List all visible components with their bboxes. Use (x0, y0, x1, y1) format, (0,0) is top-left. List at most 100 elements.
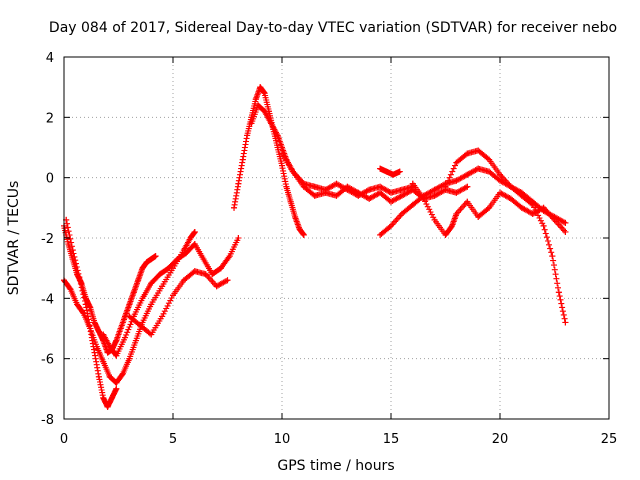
data-point (453, 189, 460, 196)
data-point (156, 271, 163, 278)
y-axis-label: SDTVAR / TECUs (6, 181, 22, 296)
data-point (82, 301, 89, 308)
data-point (69, 247, 76, 254)
data-point (409, 201, 416, 208)
data-point (104, 403, 111, 410)
data-point (148, 280, 155, 287)
data-point (398, 192, 405, 199)
data-point (165, 265, 172, 272)
data-point (252, 96, 259, 103)
x-tick-label: 0 (60, 432, 68, 447)
data-point (464, 171, 471, 178)
data-point (377, 183, 384, 190)
data-point (518, 204, 525, 211)
data-point (497, 189, 503, 196)
data-point (409, 180, 416, 187)
data-point (464, 198, 471, 205)
series-arc-4 (100, 235, 242, 359)
data-point (213, 283, 220, 290)
x-axis-label: GPS time / hours (277, 458, 394, 474)
data-point (191, 268, 198, 275)
data-point (289, 168, 296, 175)
data-point (257, 84, 264, 91)
y-tick-label: -8 (41, 413, 54, 428)
data-point (183, 250, 190, 257)
data-point (143, 259, 150, 266)
data-point (126, 301, 133, 308)
data-point (390, 171, 397, 178)
data-point (540, 222, 547, 229)
data-point (475, 147, 482, 154)
y-tick-labels: -8 -6 -4 -2 0 2 4 (41, 51, 54, 428)
plus-markers (61, 222, 159, 356)
data-point (464, 183, 471, 190)
data-point (377, 189, 384, 196)
data-point (113, 379, 120, 386)
plus-markers (100, 235, 242, 359)
data-point (91, 319, 98, 326)
data-point (300, 231, 307, 238)
x-tick-labels: 0 5 10 15 20 25 (60, 432, 617, 447)
series-arc-3 (63, 216, 120, 410)
data-point (117, 325, 124, 332)
data-point (549, 253, 556, 260)
data-point (95, 373, 102, 380)
y-tick-label: -6 (41, 353, 54, 368)
data-point (132, 337, 139, 344)
x-tick-label: 10 (274, 432, 291, 447)
y-tick-label: 0 (46, 172, 54, 187)
series-arc-9 (377, 165, 569, 238)
data-point (235, 180, 242, 187)
data-point (91, 349, 98, 356)
series-arc-6 (231, 84, 307, 238)
series-arc-7 (248, 102, 416, 199)
data-point (87, 325, 94, 332)
data-point (148, 301, 155, 308)
data-point (388, 198, 394, 205)
series-arc-11 (442, 147, 569, 326)
x-tick-label: 20 (492, 432, 509, 447)
data-series (61, 84, 569, 410)
data-point (296, 225, 303, 232)
data-point (231, 204, 238, 211)
chart-title: Day 084 of 2017, Sidereal Day-to-day VTE… (49, 20, 617, 36)
data-point (507, 183, 514, 190)
data-point (152, 253, 159, 260)
data-point (268, 120, 275, 127)
data-point (226, 253, 233, 260)
y-tick-label: 2 (46, 111, 54, 126)
data-point (100, 394, 107, 401)
data-point (475, 213, 482, 220)
data-point (148, 256, 155, 263)
series-arc-5 (126, 268, 231, 338)
data-point (122, 334, 129, 341)
data-point (224, 277, 231, 284)
data-point (322, 189, 329, 196)
data-point (497, 171, 503, 178)
data-point (377, 231, 384, 238)
plus-markers (442, 147, 569, 326)
data-point (562, 319, 569, 326)
data-point (104, 349, 111, 356)
data-point (453, 159, 460, 166)
data-point (159, 283, 166, 290)
data-point (76, 274, 83, 281)
data-point (159, 313, 166, 320)
series-arc-1 (61, 222, 159, 356)
data-point (106, 343, 113, 350)
data-point (442, 183, 449, 190)
data-point (292, 213, 299, 220)
plus-markers (279, 150, 471, 205)
data-point (139, 295, 146, 302)
data-point (388, 189, 394, 196)
data-point (209, 271, 216, 278)
data-point (507, 195, 514, 202)
data-point (187, 235, 194, 241)
data-point (191, 228, 198, 235)
data-point (106, 373, 113, 380)
data-point (486, 204, 493, 211)
data-point (311, 192, 318, 199)
y-tick-label: -4 (41, 292, 54, 307)
data-point (235, 235, 242, 241)
